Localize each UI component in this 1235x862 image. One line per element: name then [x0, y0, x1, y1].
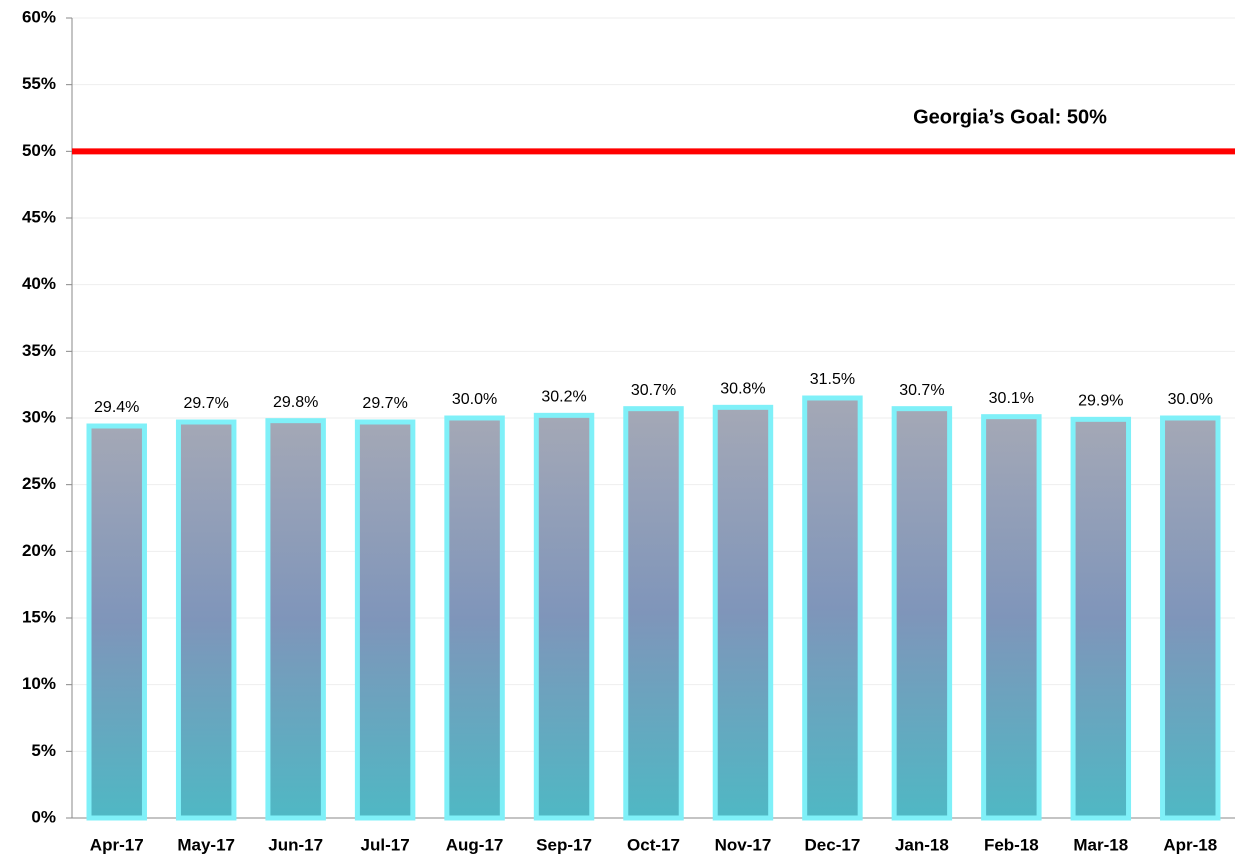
x-tick-label: Jan-18	[895, 835, 949, 854]
data-label: 30.7%	[631, 382, 676, 399]
bar	[981, 414, 1042, 821]
data-label: 30.7%	[899, 382, 944, 399]
y-tick-label: 5%	[31, 741, 56, 760]
bar	[533, 412, 595, 821]
y-tick-label: 35%	[22, 341, 56, 360]
data-label: 30.0%	[1168, 391, 1213, 408]
x-tick-label: Sep-17	[536, 835, 592, 854]
x-tick-label: Jun-17	[268, 835, 323, 854]
data-label: 29.7%	[184, 395, 229, 412]
data-label: 30.1%	[989, 390, 1034, 407]
data-label: 29.9%	[1078, 393, 1123, 410]
y-tick-label: 20%	[22, 541, 56, 560]
bar	[1070, 416, 1132, 821]
bar	[1160, 415, 1221, 821]
x-tick-label: Dec-17	[805, 835, 861, 854]
y-tick-label: 0%	[31, 807, 56, 826]
x-tick-label: Mar-18	[1073, 835, 1128, 854]
data-label: 31.5%	[810, 371, 855, 388]
data-label: 29.8%	[273, 394, 318, 411]
y-tick-label: 60%	[22, 7, 56, 26]
bar	[891, 406, 953, 821]
x-tick-label: Jul-17	[361, 835, 410, 854]
y-tick-label: 15%	[22, 607, 56, 626]
bar	[86, 423, 147, 821]
bar	[802, 395, 863, 821]
y-tick-label: 50%	[22, 141, 56, 160]
y-tick-label: 45%	[22, 207, 56, 226]
x-tick-label: Apr-17	[90, 835, 144, 854]
y-tick-label: 30%	[22, 407, 56, 426]
y-tick-label: 25%	[22, 474, 56, 493]
x-tick-label: May-17	[177, 835, 235, 854]
bar	[175, 419, 237, 821]
y-tick-label: 10%	[22, 674, 56, 693]
y-tick-label: 40%	[22, 274, 56, 293]
y-tick-label: 55%	[22, 74, 56, 93]
data-label: 29.4%	[94, 399, 139, 416]
data-label: 30.0%	[452, 391, 497, 408]
x-tick-label: Nov-17	[715, 835, 772, 854]
x-tick-label: Aug-17	[446, 835, 504, 854]
goal-label: Georgia’s Goal: 50%	[913, 106, 1107, 128]
data-label: 29.7%	[362, 395, 407, 412]
bar	[444, 415, 505, 821]
bar	[712, 404, 774, 821]
data-label: 30.2%	[541, 389, 586, 406]
bar	[354, 419, 416, 821]
x-tick-label: Oct-17	[627, 835, 680, 854]
bar	[623, 406, 684, 821]
x-tick-label: Apr-18	[1163, 835, 1217, 854]
x-tick-label: Feb-18	[984, 835, 1039, 854]
bar	[265, 418, 326, 821]
data-label: 30.8%	[720, 381, 765, 398]
